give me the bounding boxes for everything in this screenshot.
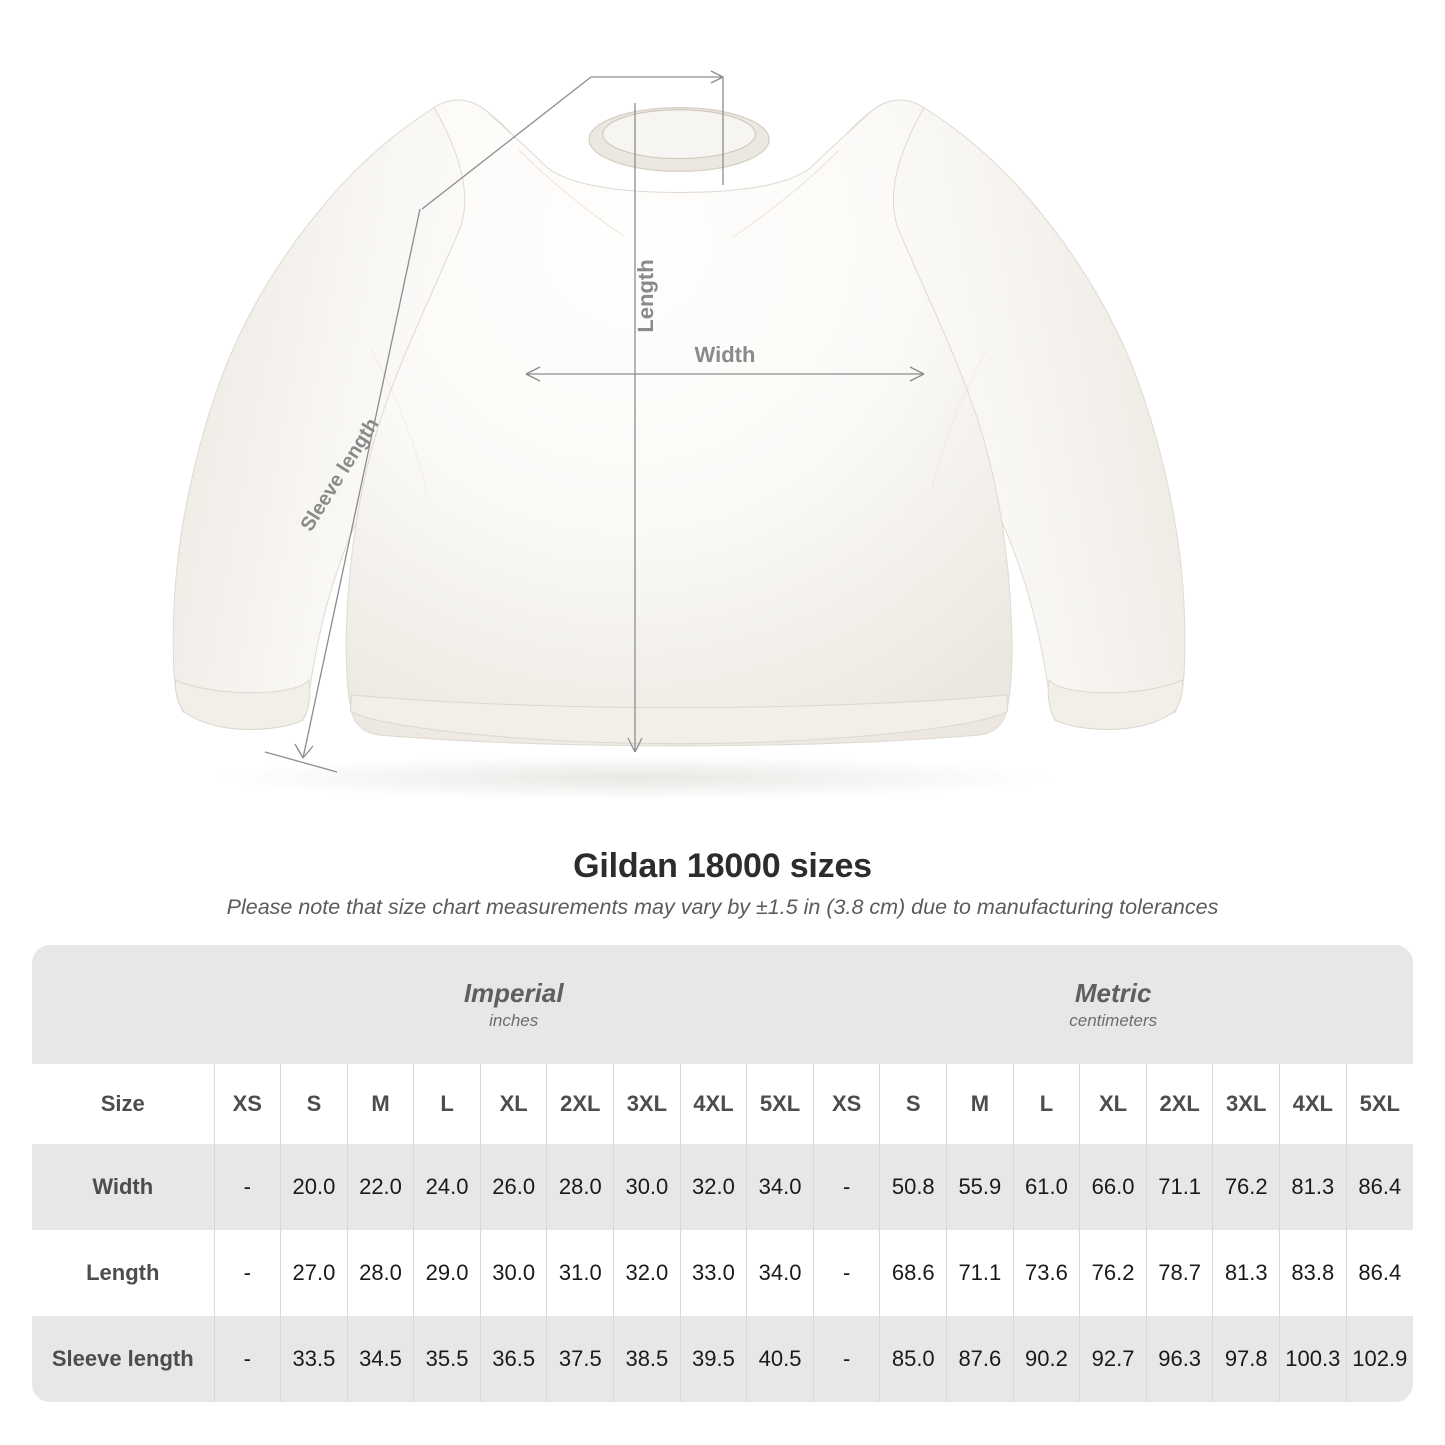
svg-text:Length: Length (633, 259, 658, 332)
svg-text:Width: Width (695, 342, 756, 367)
